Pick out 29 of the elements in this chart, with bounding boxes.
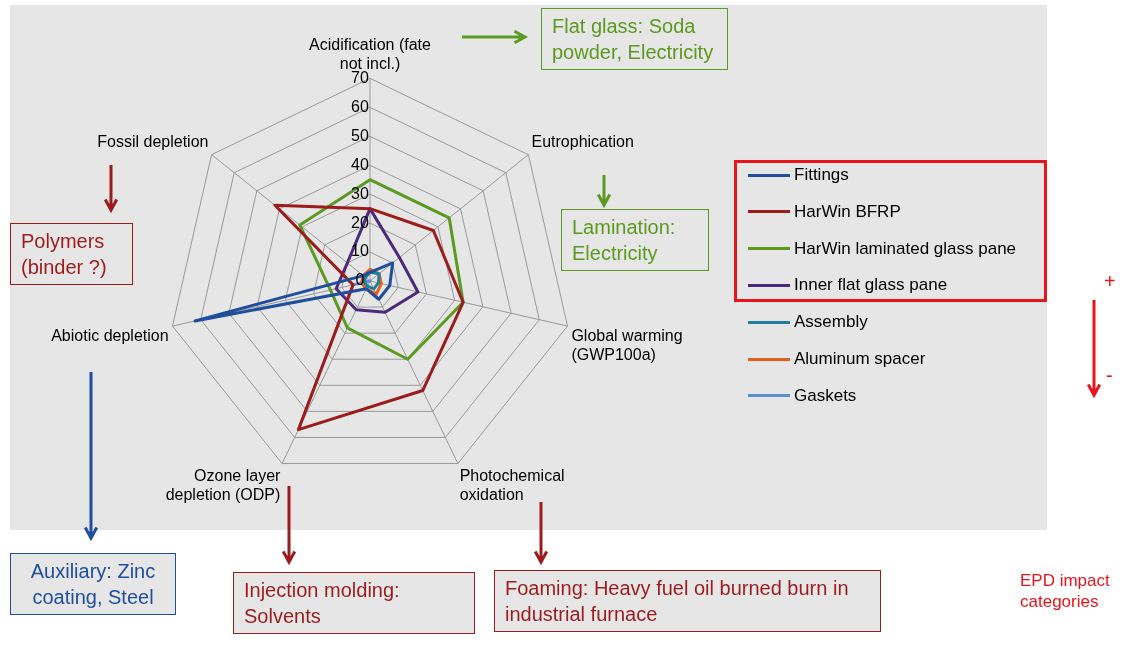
text: + — [1104, 269, 1116, 294]
text: Polymers (binder ?) — [10, 223, 133, 285]
y-tick-label: 0 — [355, 271, 365, 289]
y-tick-label: 70 — [351, 68, 369, 86]
spoke-label: Global warming (GWP100a) — [571, 326, 683, 364]
legend-label: Fittings — [794, 165, 849, 185]
text: Flat glass: Soda powder, Electricity — [541, 8, 728, 70]
legend-label: Assembly — [794, 312, 868, 333]
y-tick-label: 60 — [351, 97, 369, 115]
text: Foaming: Heavy fuel oil burned burn in industrial furnace — [494, 570, 881, 632]
legend-label: Inner flat glass pane — [794, 275, 948, 296]
legend-label: HarWin laminated glass pane — [794, 238, 1017, 259]
y-tick-label: 10 — [351, 242, 369, 260]
legend-label: Gaskets — [794, 385, 857, 406]
spoke-label: Ozone layer depletion (ODP) — [165, 467, 282, 504]
spoke-label: Photochemical oxidation — [459, 467, 565, 504]
spoke-label: Eutrophication — [531, 132, 634, 150]
text: Lamination: Electricity — [561, 209, 709, 271]
y-tick-label: 30 — [351, 184, 369, 202]
text: - — [1106, 363, 1113, 388]
spoke-label: Fossil depletion — [97, 132, 209, 150]
text: Injection molding: Solvents — [233, 572, 475, 634]
y-tick-label: 50 — [351, 126, 369, 144]
y-tick-label: 40 — [351, 155, 369, 173]
spoke-label: Abiotic depletion — [51, 326, 169, 344]
text: EPD impact categories — [1020, 570, 1111, 612]
legend-label: HarWin BFRP — [794, 201, 901, 222]
legend-label: Aluminum spacer — [794, 349, 926, 369]
text: Auxiliary: Zinc coating, Steel — [10, 553, 176, 615]
